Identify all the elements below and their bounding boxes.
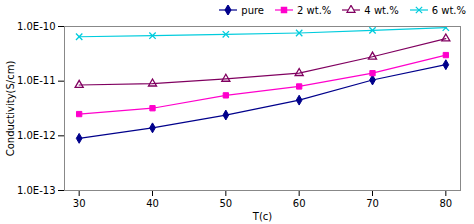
html-text:2 wt.%: 2 wt.%	[297, 4, 332, 16]
svg-text:30: 30	[73, 198, 86, 209]
svg-text:70: 70	[366, 198, 379, 209]
svg-text:40: 40	[146, 198, 159, 209]
svg-text:1.0E-10: 1.0E-10	[17, 21, 56, 32]
svg-text:1.0E-13: 1.0E-13	[17, 185, 56, 196]
html-text:pure: pure	[241, 4, 264, 16]
svg-text:Conductivity(S/cm): Conductivity(S/cm)	[5, 61, 16, 157]
svg-text:60: 60	[293, 198, 306, 209]
svg-text:80: 80	[439, 198, 452, 209]
html-text:4 wt.%: 4 wt.%	[364, 4, 399, 16]
html-text:6 wt.%: 6 wt.%	[431, 4, 466, 16]
svg-text:T(c): T(c)	[252, 211, 273, 222]
svg-text:1.0E-12: 1.0E-12	[17, 130, 56, 141]
svg-text:1.0E-11: 1.0E-11	[17, 75, 56, 86]
svg-text:50: 50	[219, 198, 232, 209]
